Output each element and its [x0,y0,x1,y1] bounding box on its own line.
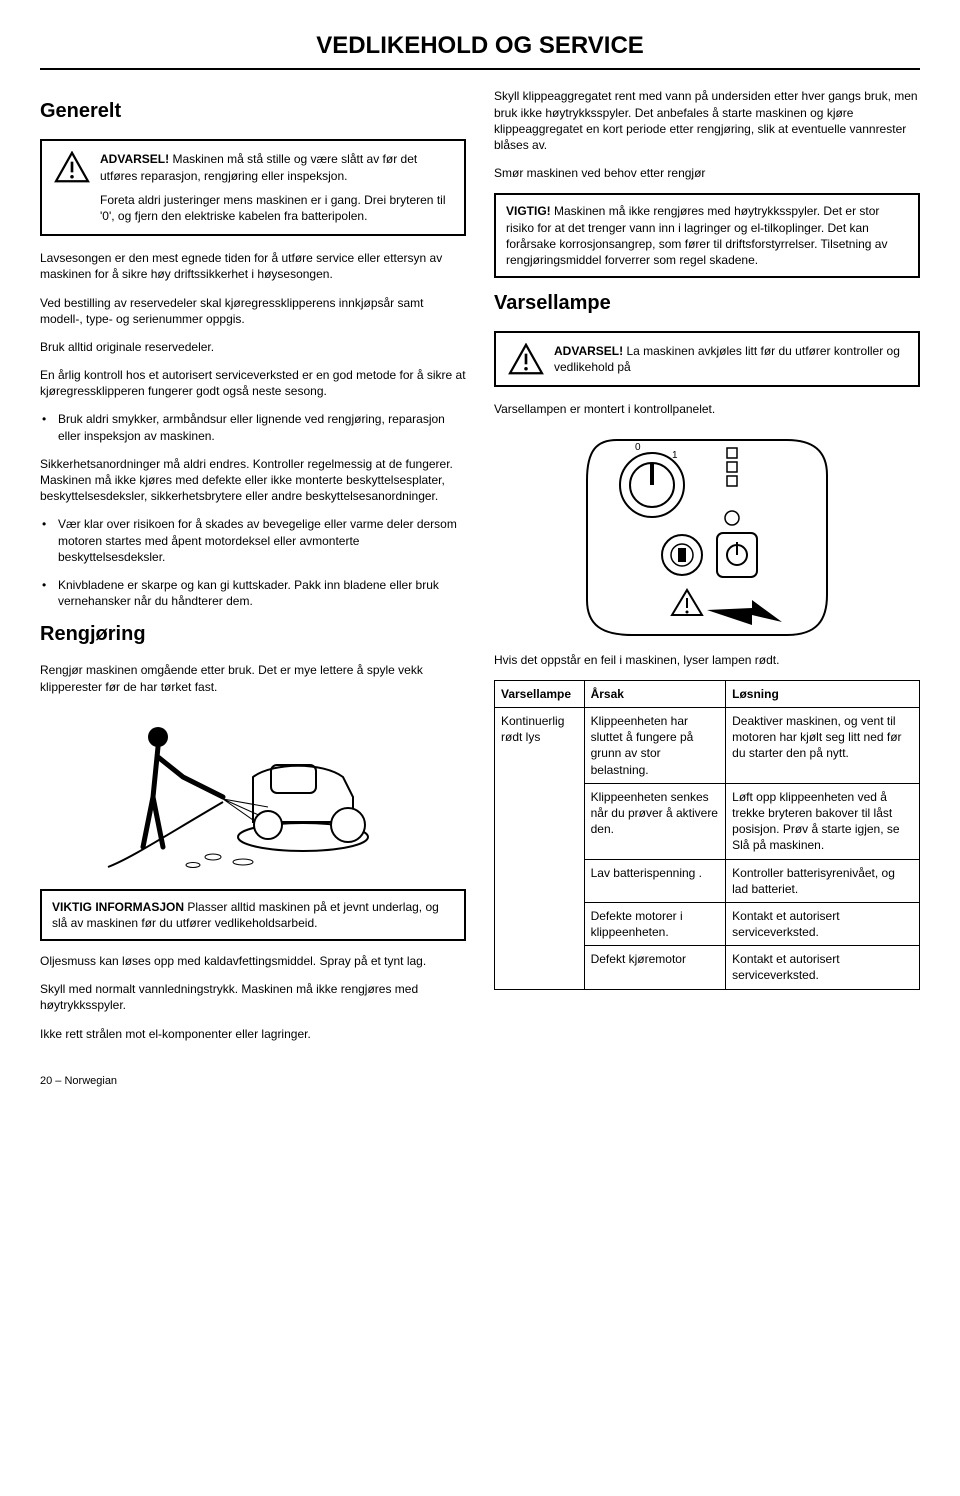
para-originale: Bruk alltid originale reservedeler. [40,339,466,355]
para-reservedeler: Ved bestilling av reservedeler skal kjør… [40,295,466,327]
notice2-body: Maskinen må ikke rengjøres med høytrykks… [506,204,887,267]
right-column: Skyll klippeaggregatet rent med vann på … [494,88,920,1053]
bullet-list-1: Bruk aldri smykker, armbåndsur eller lig… [40,411,466,443]
warning-text-1: ADVARSEL! Maskinen må stå stille og være… [100,151,452,224]
bullet-knivblad: Knivbladene er skarpe og kan gi kuttskad… [40,577,466,609]
notice-box-viktig-info: VIKTIG INFORMASJON Plasser alltid maskin… [40,889,466,941]
para-smor-maskinen: Smør maskinen ved behov etter rengjør [494,165,920,181]
para-rengjor-etter-bruk: Rengjør maskinen omgående etter bruk. De… [40,662,466,694]
notice1-lead: VIKTIG INFORMASJON [52,900,187,914]
illustration-wash-mower [40,707,466,877]
warning-box-1: ADVARSEL! Maskinen må stå stille og være… [40,139,466,236]
two-column-layout: Generelt ADVARSEL! Maskinen må stå still… [40,88,920,1053]
warning-text-2: ADVARSEL! La maskinen avkjøles litt før … [554,343,906,375]
warning-triangle-icon [54,151,90,183]
td-losning: Løft opp klippeenheten ved å trekke bryt… [726,783,920,859]
svg-text:0: 0 [635,442,641,453]
para-oljesmuss: Oljesmuss kan løses opp med kaldavfettin… [40,953,466,969]
bullet-risiko: Vær klar over risikoen for å skades av b… [40,516,466,565]
bullet-smykker: Bruk aldri smykker, armbåndsur eller lig… [40,411,466,443]
td-arsak: Defekt kjøremotor [584,946,726,989]
notice2-lead: VIGTIG! [506,204,554,218]
th-losning: Løsning [726,680,920,707]
page-title: VEDLIKEHOLD OG SERVICE [40,30,920,70]
varsellampe-table: Varsellampe Årsak Løsning Kontinuerlig r… [494,680,920,990]
heading-rengjoring: Rengjøring [40,621,466,648]
table-header-row: Varsellampe Årsak Løsning [495,680,920,707]
notice-box-vigtig: VIGTIG! Maskinen må ikke rengjøres med h… [494,193,920,278]
para-skyll-klippeaggregat: Skyll klippeaggregatet rent med vann på … [494,88,920,153]
warning-2-lead: ADVARSEL! [554,344,626,358]
warning-triangle-icon [508,343,544,375]
para-lavsesongen: Lavsesongen er den mest egnede tiden for… [40,250,466,282]
td-losning: Kontroller batterisyrenivået, og lad bat… [726,859,920,902]
warning-1-p2: Foreta aldri justeringer mens maskinen e… [100,192,452,224]
warning-1-lead: ADVARSEL! [100,152,172,166]
th-arsak: Årsak [584,680,726,707]
bullet-list-2: Vær klar over risikoen for å skades av b… [40,516,466,609]
td-arsak: Klippeenheten senkes når du prøver å akt… [584,783,726,859]
td-arsak: Lav batterispenning . [584,859,726,902]
warning-box-2: ADVARSEL! La maskinen avkjøles litt før … [494,331,920,387]
page-footer: 20 – Norwegian [40,1074,920,1089]
para-feil-lyser-rodt: Hvis det oppstår en feil i maskinen, lys… [494,652,920,668]
para-sikkerhet: Sikkerhetsanordninger må aldri endres. K… [40,456,466,505]
svg-text:1: 1 [672,450,678,461]
heading-varsellampe: Varsellampe [494,290,920,317]
heading-generelt: Generelt [40,98,466,125]
th-varsellampe: Varsellampe [495,680,585,707]
td-arsak: Klippeenheten har sluttet å fungere på g… [584,708,726,784]
table-row: Kontinuerlig rødt lys Klippeenheten har … [495,708,920,784]
illustration-control-panel: 0 1 [494,430,920,640]
td-arsak: Defekte motorer i klippeenheten. [584,902,726,945]
para-skyll-trykk: Skyll med normalt vannledningstrykk. Mas… [40,981,466,1013]
td-losning: Kontakt et autorisert serviceverksted. [726,902,920,945]
td-rowspan-label: Kontinuerlig rødt lys [495,708,585,990]
td-losning: Deaktiver maskinen, og vent til motoren … [726,708,920,784]
td-losning: Kontakt et autorisert serviceverksted. [726,946,920,989]
para-arlig-kontroll: En årlig kontroll hos et autorisert serv… [40,367,466,399]
para-varsellampe-plassering: Varsellampen er montert i kontrollpanele… [494,401,920,417]
left-column: Generelt ADVARSEL! Maskinen må stå still… [40,88,466,1053]
para-ikke-rett-stralen: Ikke rett strålen mot el-komponenter ell… [40,1026,466,1042]
